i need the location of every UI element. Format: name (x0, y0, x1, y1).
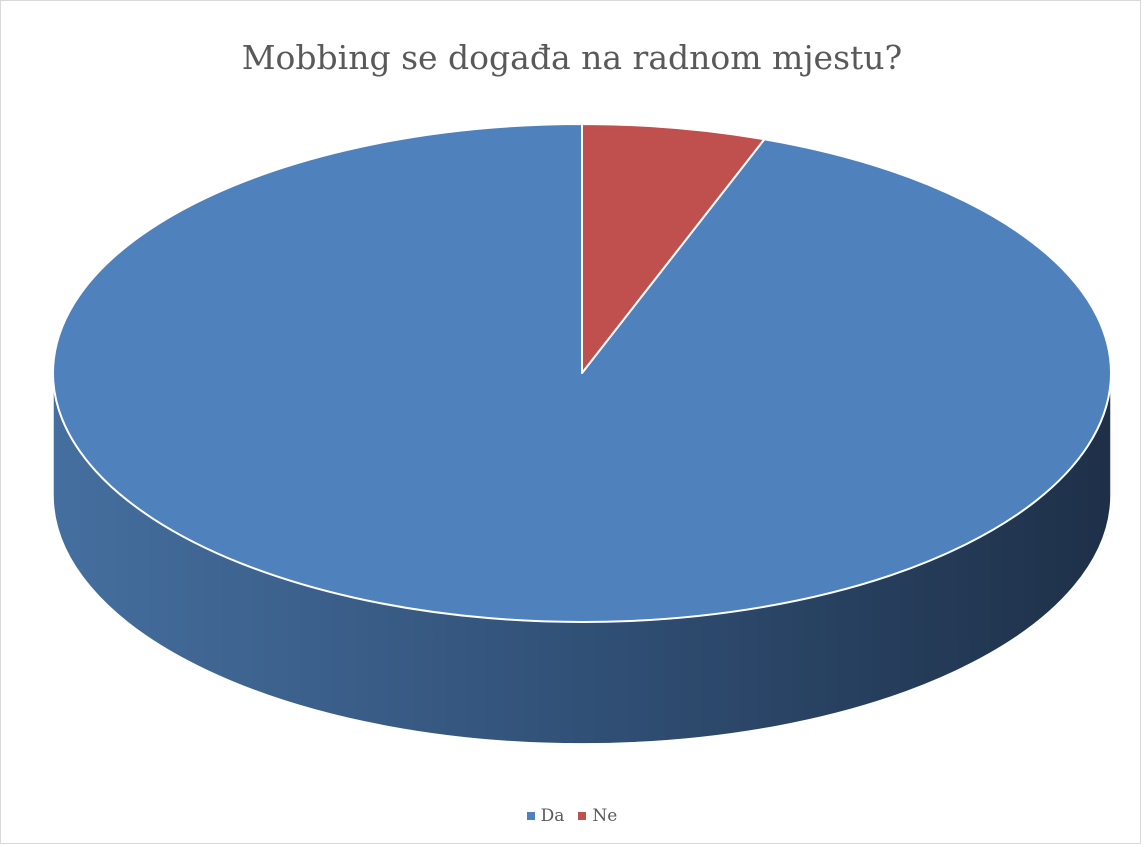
chart-title: Mobbing se događa na radnom mjestu? (241, 38, 903, 77)
legend-label-ne: Ne (592, 806, 618, 826)
legend-item-da: Da (526, 806, 565, 826)
legend: Da Ne (0, 806, 1144, 826)
pie-slice-ne (581, 123, 766, 374)
legend-label-da: Da (540, 806, 565, 826)
legend-item-ne: Ne (578, 806, 617, 826)
pie-top (52, 123, 1112, 623)
legend-swatch-da (526, 812, 535, 820)
legend-swatch-ne (578, 812, 587, 820)
